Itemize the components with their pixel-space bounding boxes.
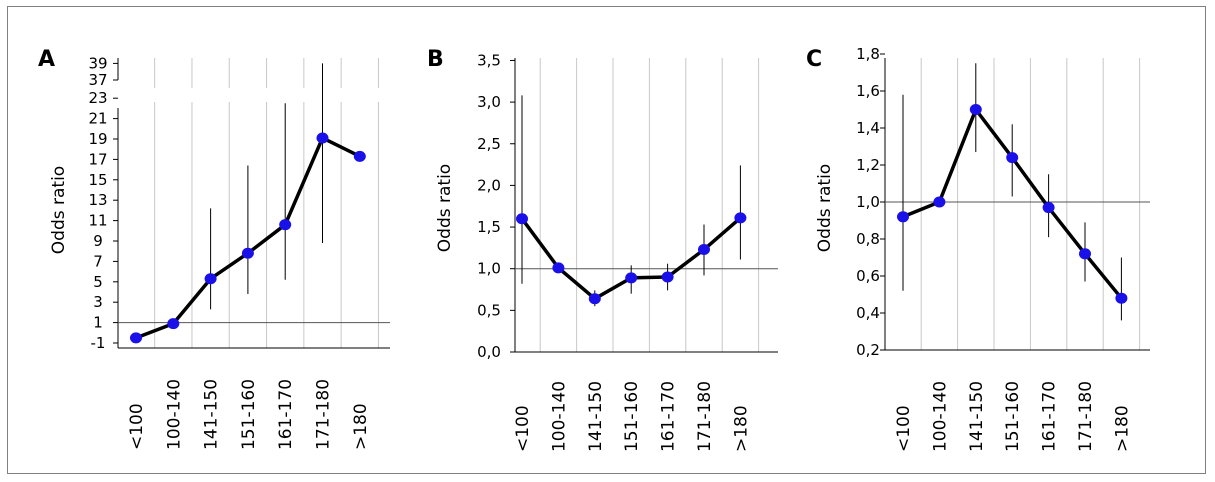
data-point: [204, 273, 217, 285]
y-tick-label: 0,2: [856, 341, 880, 359]
x-tick-label: 171-180: [1076, 381, 1096, 452]
y-tick-label: 37: [88, 71, 107, 89]
y-tick-label: 5: [93, 273, 103, 291]
x-tick-label: >180: [1112, 405, 1132, 452]
y-axis-label: Odds ratio: [49, 166, 69, 254]
data-point: [1079, 248, 1091, 260]
y-tick-label: 1,4: [856, 119, 880, 137]
x-tick-label: >180: [351, 403, 371, 450]
x-tick-label: <100: [513, 405, 533, 452]
data-point: [353, 150, 366, 162]
panel-b: 0,0 0,5 1,0 1,5 2,0 2,5 3,0 3,5 Odds ratio B <100 1…: [427, 47, 778, 452]
y-tick-label: 2,0: [477, 176, 501, 194]
y-tick-label: 0,8: [856, 230, 880, 248]
x-tick-label: 141-150: [967, 381, 987, 452]
panel-label: A: [38, 47, 55, 72]
x-tick-label: 151-160: [239, 379, 259, 450]
panel-c: 0,2 0,4 0,6 0,8 1,0 1,2 1,4 1,6 1,8 Odds ratio C <1…: [806, 45, 1150, 452]
x-tick-label: 100-140: [930, 381, 950, 452]
data-point: [552, 262, 565, 274]
x-tick-label: 141-150: [202, 379, 222, 450]
figure-border: [7, 6, 1206, 474]
x-tick-label: 141-150: [586, 381, 606, 452]
y-tick-label: 0,0: [477, 343, 501, 361]
y-tick-label: 13: [88, 191, 107, 209]
x-tick-label: 100-140: [549, 381, 569, 452]
data-point: [1006, 152, 1019, 164]
x-tick-label: <100: [127, 403, 147, 450]
x-tick-label: 100-140: [164, 379, 184, 450]
data-point: [279, 219, 292, 231]
y-tick-label: 1,0: [856, 193, 880, 211]
y-tick-label: 17: [88, 150, 107, 168]
y-tick-label: 11: [88, 212, 107, 230]
y-tick-label: 0,6: [856, 267, 880, 285]
data-point: [625, 272, 638, 284]
y-axis-label: Odds ratio: [815, 164, 835, 252]
data-point: [167, 318, 180, 330]
y-tick-label: 3,0: [477, 93, 501, 111]
x-tick-label: >180: [731, 405, 751, 452]
x-tick-label: 151-160: [622, 381, 642, 452]
data-point: [588, 293, 601, 305]
x-tick-label: <100: [894, 405, 914, 452]
y-tick-label: 3,5: [477, 51, 501, 69]
data-point: [1042, 202, 1055, 214]
data-point: [130, 332, 142, 344]
y-tick-label: 23: [88, 89, 107, 107]
axis-break-gap: [116, 88, 392, 102]
y-tick-label: 7: [93, 252, 103, 270]
y-tick-label: 1,8: [856, 45, 880, 63]
data-point: [661, 271, 674, 283]
data-point: [933, 196, 946, 208]
y-tick-label: 9: [93, 232, 103, 250]
y-tick-label: 0,5: [477, 301, 501, 319]
y-tick-label: 3: [93, 293, 103, 311]
data-point: [1115, 292, 1128, 304]
data-point: [969, 104, 982, 115]
data-point: [316, 132, 329, 144]
y-tick-label: 1: [93, 314, 103, 332]
y-tick-label: 39: [88, 54, 107, 72]
panel-label: B: [427, 47, 444, 72]
y-tick-label: -1: [91, 334, 106, 352]
y-tick-label: 15: [88, 171, 107, 189]
y-tick-label: 1,2: [856, 156, 880, 174]
x-tick-label: 171-180: [695, 381, 715, 452]
y-axis-label: Odds ratio: [435, 164, 455, 252]
y-tick-label: 1,0: [477, 260, 501, 278]
y-tick-label: 1,5: [477, 218, 501, 236]
x-tick-label: 161-170: [659, 381, 679, 452]
data-point: [516, 213, 528, 225]
panel-label: C: [806, 47, 822, 72]
y-tick-label: 2,5: [477, 135, 501, 153]
data-point: [698, 244, 710, 256]
y-tick-label: 21: [88, 110, 107, 128]
y-tick-label: 1,6: [856, 82, 880, 100]
y-tick-label: 19: [88, 130, 107, 148]
x-tick-label: 171-180: [314, 379, 334, 450]
x-tick-label: 151-160: [1003, 381, 1023, 452]
x-tick-label: 161-170: [276, 379, 296, 450]
data-point: [897, 211, 909, 223]
data-point: [734, 212, 747, 224]
y-tick-label: 0,4: [856, 304, 880, 322]
data-point: [241, 247, 254, 259]
x-tick-label: 161-170: [1040, 381, 1060, 452]
